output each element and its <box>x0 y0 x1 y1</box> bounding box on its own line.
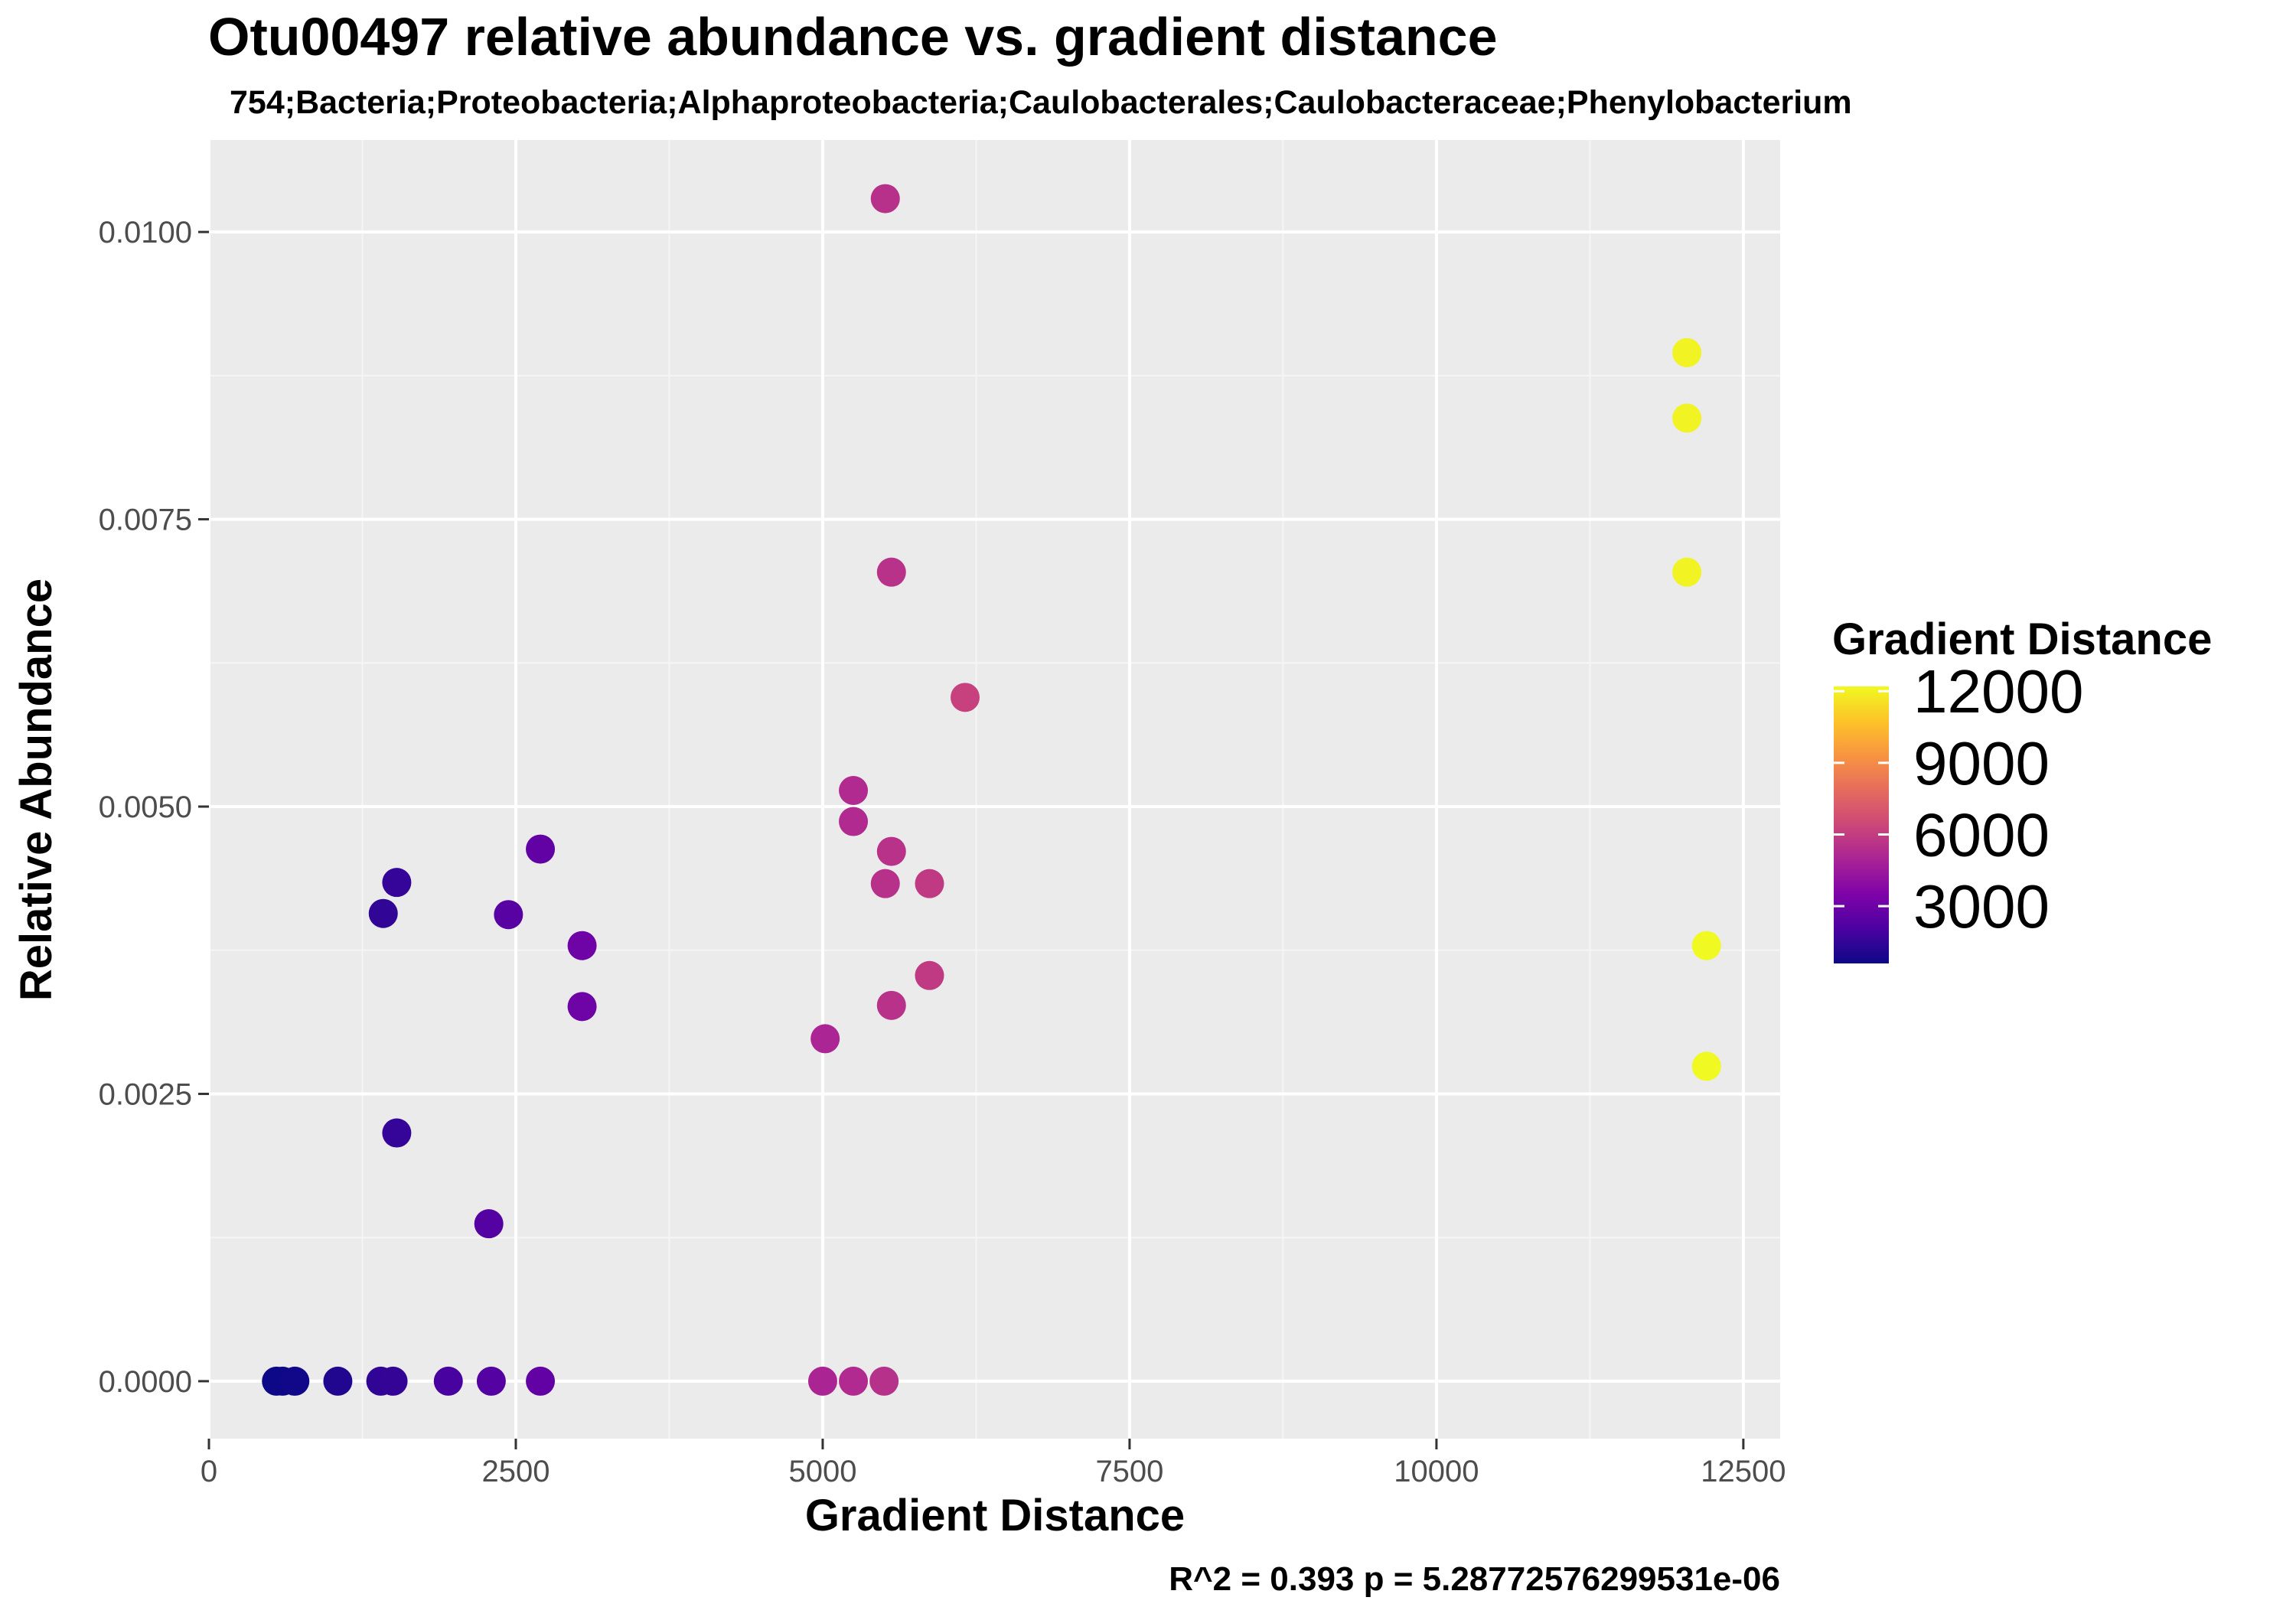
data-point <box>1672 403 1702 433</box>
major-gridlines <box>207 140 1780 1439</box>
y-axis-title: Relative Abundance <box>11 579 61 1001</box>
data-point <box>876 990 906 1020</box>
chart-subtitle: 754;Bacteria;Proteobacteria;Alphaproteob… <box>230 84 1852 121</box>
data-point <box>876 836 906 866</box>
data-point <box>807 1366 837 1396</box>
data-point <box>876 557 906 587</box>
data-point <box>368 898 398 928</box>
data-point <box>494 900 523 930</box>
data-point <box>870 869 900 898</box>
data-point <box>1691 1051 1721 1081</box>
chart-title: Otu00497 relative abundance vs. gradient… <box>208 7 1498 67</box>
data-point <box>869 1366 899 1396</box>
legend-tick-label: 6000 <box>1913 800 2050 869</box>
y-tick-label: 0.0075 <box>99 504 192 537</box>
data-point <box>567 931 597 960</box>
data-point <box>567 992 597 1022</box>
x-axis-title: Gradient Distance <box>805 1491 1185 1540</box>
data-point <box>915 869 944 898</box>
data-point <box>839 776 869 806</box>
data-points <box>262 184 1721 1396</box>
y-tick-label: 0.0100 <box>99 216 192 249</box>
data-point <box>323 1366 353 1396</box>
x-tick-label: 7500 <box>1095 1455 1163 1488</box>
x-tick-label: 12500 <box>1701 1455 1786 1488</box>
regression-caption: R^2 = 0.393 p = 5.28772576299531e-06 <box>1169 1560 1780 1598</box>
data-point <box>474 1209 504 1239</box>
data-point <box>1672 337 1702 367</box>
data-point <box>280 1366 310 1396</box>
data-point <box>870 184 900 214</box>
data-point <box>382 868 412 898</box>
legend-tick-label: 3000 <box>1913 872 2050 940</box>
data-point <box>915 960 944 990</box>
legend-tick-label: 12000 <box>1913 657 2083 725</box>
data-point <box>476 1366 506 1396</box>
x-tick-label: 10000 <box>1394 1455 1479 1488</box>
data-point <box>810 1024 840 1054</box>
minor-gridlines <box>209 140 1780 1439</box>
x-tick-label: 0 <box>201 1455 217 1488</box>
data-point <box>951 683 980 712</box>
data-point <box>1691 931 1721 960</box>
data-point <box>839 807 869 836</box>
x-axis: 0 2500 5000 7500 10000 12500 <box>201 1439 1786 1488</box>
y-axis: 0.0000 0.0025 0.0050 0.0075 0.0100 <box>99 216 209 1399</box>
data-point <box>526 834 556 864</box>
data-point <box>378 1366 408 1396</box>
legend-title: Gradient Distance <box>1832 614 2212 664</box>
x-tick-label: 5000 <box>788 1455 856 1488</box>
data-point <box>433 1366 463 1396</box>
data-point <box>1672 557 1702 587</box>
y-tick-label: 0.0000 <box>99 1365 192 1399</box>
y-tick-label: 0.0025 <box>99 1077 192 1111</box>
data-point <box>382 1118 412 1148</box>
y-tick-label: 0.0050 <box>99 790 192 824</box>
plot-panel <box>209 140 1780 1439</box>
data-point <box>839 1366 869 1396</box>
x-tick-label: 2500 <box>481 1455 550 1488</box>
data-point <box>526 1366 556 1396</box>
legend-tick-label: 9000 <box>1913 729 2050 797</box>
legend-colorbar <box>1834 686 1889 963</box>
